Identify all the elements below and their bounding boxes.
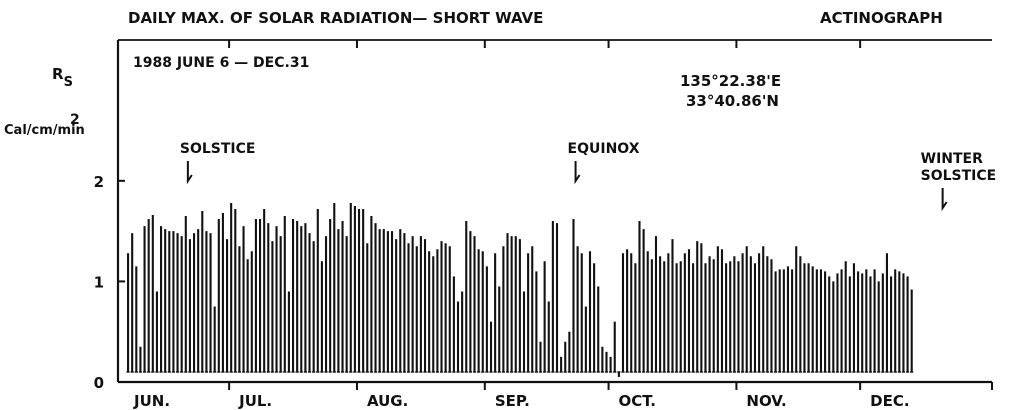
x-month-label: JUL. bbox=[238, 392, 272, 410]
y-tick-label: 2 bbox=[94, 173, 104, 191]
period-label: 1988 JUNE 6 — DEC.31 bbox=[133, 55, 309, 71]
x-month-label: OCT. bbox=[619, 392, 656, 410]
annotation-label: EQUINOX bbox=[568, 141, 640, 157]
y-tick-label: 0 bbox=[94, 374, 104, 392]
chart-title: DAILY MAX. OF SOLAR RADIATION— SHORT WAV… bbox=[128, 9, 543, 27]
annotation-label: SOLSTICE bbox=[921, 168, 997, 184]
annotation-label: SOLSTICE bbox=[180, 141, 256, 157]
y-axis-symbol-main: R bbox=[52, 65, 64, 83]
x-month-label: NOV. bbox=[746, 392, 786, 410]
y-axis-unit-tail: /min bbox=[53, 123, 85, 138]
x-month-label: AUG. bbox=[367, 392, 408, 410]
annotation-arrow bbox=[941, 188, 948, 212]
y-axis-symbol-sub: S bbox=[64, 75, 73, 90]
instrument-label: ACTINOGRAPH bbox=[820, 9, 943, 27]
x-month-label: DEC. bbox=[870, 392, 909, 410]
x-month-label: JUN. bbox=[133, 392, 170, 410]
y-axis-symbol: RS bbox=[52, 65, 73, 90]
annotation-arrow bbox=[574, 161, 581, 185]
longitude-label: 135°22.38'E bbox=[680, 72, 781, 90]
annotation-arrow bbox=[186, 161, 193, 185]
x-month-label: SEP. bbox=[495, 392, 530, 410]
bars bbox=[126, 202, 914, 377]
y-tick-label: 1 bbox=[94, 273, 104, 291]
y-axis-unit-sup: 2 bbox=[70, 112, 80, 128]
annotation-label: WINTER bbox=[921, 151, 983, 167]
y-axis-unit-main: Cal/cm bbox=[4, 123, 53, 138]
axes: 0 1 2 JUN. JUL. AUG. SEP. OCT. NOV. DEC. bbox=[94, 39, 993, 410]
y-axis-unit: Cal/cm/min bbox=[4, 123, 85, 138]
latitude-label: 33°40.86'N bbox=[686, 92, 779, 110]
